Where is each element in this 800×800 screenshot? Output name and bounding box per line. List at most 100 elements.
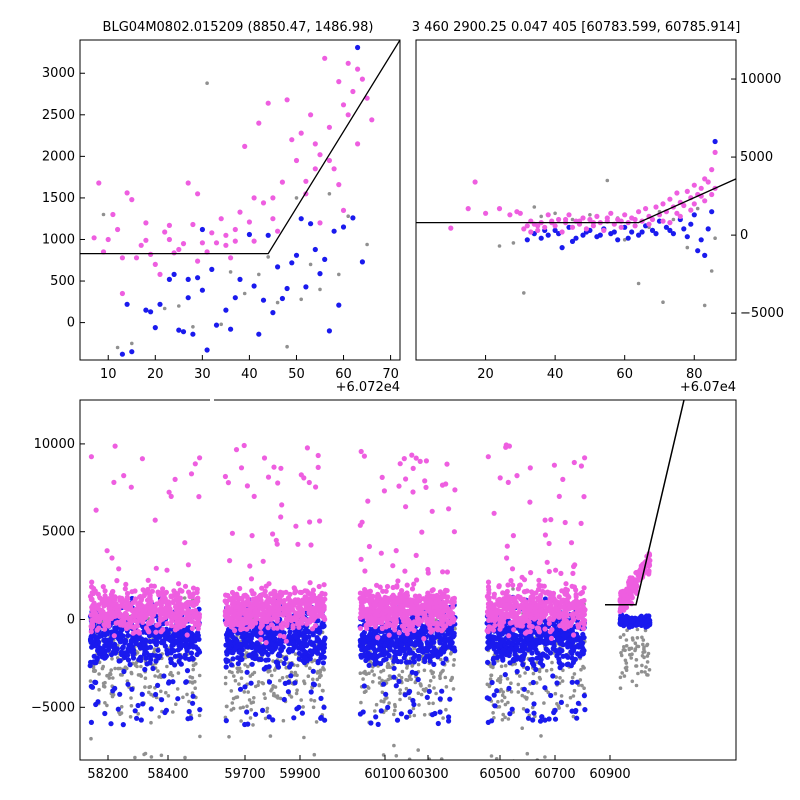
- point-gray: [618, 635, 623, 639]
- point-gray: [103, 680, 107, 685]
- point-pink: [417, 458, 423, 464]
- point-gray: [299, 297, 304, 302]
- point-pink: [195, 626, 201, 632]
- point-gray: [422, 713, 427, 717]
- point-pink: [237, 209, 243, 215]
- point-blue: [378, 661, 384, 667]
- point-pink: [313, 484, 319, 490]
- point-blue: [569, 679, 575, 685]
- point-gray: [627, 647, 632, 652]
- point-blue: [298, 645, 304, 651]
- point-pink: [319, 613, 325, 619]
- point-pink: [258, 636, 264, 643]
- point-gray: [506, 700, 510, 705]
- point-blue: [574, 715, 580, 721]
- point-gray: [641, 638, 646, 642]
- point-blue: [255, 645, 261, 651]
- point-pink: [419, 529, 425, 535]
- point-pink: [163, 589, 169, 596]
- point-pink: [181, 620, 187, 626]
- point-blue: [438, 650, 444, 656]
- y-tick-label: 1000: [42, 232, 75, 247]
- point-pink: [298, 617, 304, 623]
- point-pink: [187, 599, 193, 606]
- point-blue: [176, 658, 182, 665]
- point-blue: [228, 632, 234, 638]
- point-pink: [362, 568, 368, 574]
- point-gray: [636, 644, 641, 649]
- point-blue: [415, 676, 421, 683]
- point-blue: [537, 660, 544, 666]
- point-gray: [193, 686, 197, 690]
- point-blue: [442, 638, 448, 644]
- point-blue: [168, 656, 174, 662]
- point-pink: [667, 196, 673, 202]
- point-blue: [485, 639, 491, 646]
- point-blue: [94, 655, 100, 661]
- point-blue: [565, 661, 571, 667]
- point-pink: [196, 494, 202, 500]
- point-gray: [294, 691, 299, 696]
- point-pink: [702, 176, 708, 182]
- point-gray: [115, 345, 120, 350]
- point-blue: [508, 646, 514, 652]
- point-blue: [548, 692, 554, 699]
- point-blue: [115, 706, 121, 712]
- point-pink: [176, 581, 182, 587]
- point-blue: [303, 284, 309, 290]
- point-pink: [182, 540, 188, 546]
- point-gray: [302, 735, 306, 740]
- point-gray: [364, 689, 368, 693]
- point-blue: [88, 638, 94, 644]
- point-pink: [128, 484, 134, 490]
- point-blue: [529, 650, 535, 656]
- point-gray: [441, 716, 445, 720]
- point-blue: [550, 673, 556, 679]
- point-pink: [249, 533, 255, 539]
- point-blue: [507, 660, 513, 666]
- point-gray: [432, 675, 436, 679]
- point-gray: [101, 212, 106, 217]
- point-gray: [239, 676, 244, 680]
- point-pink: [136, 601, 142, 607]
- point-blue: [125, 632, 131, 639]
- point-gray: [233, 678, 238, 683]
- point-gray: [365, 242, 369, 247]
- axes-frame: [79, 39, 401, 361]
- point-gray: [275, 695, 279, 699]
- point-blue: [110, 688, 116, 694]
- point-gray: [644, 665, 648, 669]
- point-pink: [270, 598, 276, 604]
- point-blue: [488, 643, 494, 649]
- point-gray: [232, 674, 236, 678]
- point-gray: [634, 664, 639, 668]
- point-gray: [246, 690, 250, 694]
- point-blue: [225, 627, 232, 634]
- point-gray: [191, 667, 195, 672]
- point-pink: [108, 615, 114, 622]
- x-tick-label: 60: [616, 367, 633, 382]
- point-blue: [277, 653, 283, 659]
- point-pink: [359, 76, 365, 82]
- point-pink: [384, 583, 391, 590]
- point-pink: [124, 590, 131, 597]
- point-pink: [285, 595, 292, 601]
- point-pink: [315, 464, 321, 470]
- point-blue: [111, 628, 117, 635]
- point-pink: [260, 200, 267, 206]
- point-gray: [539, 214, 543, 219]
- point-pink: [667, 220, 673, 226]
- point-pink: [357, 625, 364, 631]
- point-pink: [93, 617, 99, 623]
- point-blue: [184, 668, 191, 674]
- point-blue: [398, 711, 404, 717]
- point-blue: [416, 647, 422, 653]
- point-blue: [507, 711, 513, 717]
- title-right: 3 460 2900.25 0.047 405 [60783.599, 6078…: [412, 20, 741, 35]
- point-blue: [381, 681, 387, 687]
- point-gray: [635, 636, 640, 640]
- point-pink: [139, 456, 145, 462]
- point-gray: [205, 81, 209, 85]
- point-gray: [407, 757, 412, 760]
